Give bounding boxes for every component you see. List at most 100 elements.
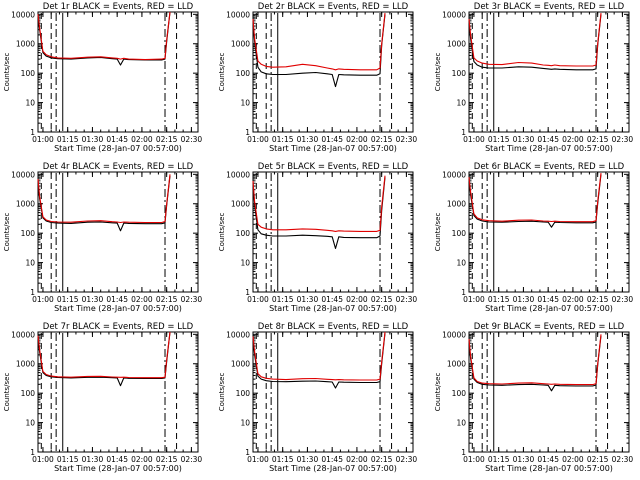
y-axis-label: Counts/sec bbox=[3, 53, 11, 92]
x-tick-label: 02:30 bbox=[612, 295, 634, 304]
plot-frame bbox=[252, 11, 414, 133]
y-axis-label: Counts/sec bbox=[3, 213, 11, 252]
x-tick-label: 02:15 bbox=[371, 135, 393, 144]
y-tick-label: 1 bbox=[30, 448, 35, 457]
y-tick-label: 10 bbox=[240, 419, 250, 428]
x-tick-label: 01:45 bbox=[106, 455, 128, 464]
x-tick-label: 01:15 bbox=[272, 295, 294, 304]
x-tick-label: 01:45 bbox=[106, 295, 128, 304]
detector-panel: Det 1r BLACK = Events, RED = LLD 1 10 100 10… bbox=[3, 2, 202, 153]
y-tick-label: 10 bbox=[240, 99, 250, 108]
x-tick-label: 01:00 bbox=[32, 135, 54, 144]
y-tick-label: 1 bbox=[461, 128, 466, 137]
x-tick-label: 01:30 bbox=[297, 135, 319, 144]
panel-title: Det 6r BLACK = Events, RED = LLD bbox=[474, 162, 625, 172]
x-tick-label: 01:00 bbox=[463, 455, 485, 464]
y-axis-label: Counts/sec bbox=[434, 213, 442, 252]
y-tick-label: 10000 bbox=[226, 10, 250, 19]
x-tick-label: 01:15 bbox=[57, 295, 79, 304]
y-tick-label: 100 bbox=[21, 69, 36, 78]
x-tick-label: 02:30 bbox=[181, 135, 203, 144]
detector-panel: Det 5r BLACK = Events, RED = LLD 1 10 100 10… bbox=[218, 162, 417, 313]
y-tick-label: 10 bbox=[456, 419, 466, 428]
y-tick-label: 10 bbox=[456, 99, 466, 108]
x-tick-label: 02:00 bbox=[346, 135, 368, 144]
detector-panel: Det 3r BLACK = Events, RED = LLD 1 10 100 10… bbox=[434, 2, 633, 153]
series-line bbox=[468, 334, 602, 386]
plot-frame bbox=[468, 331, 630, 453]
x-tick-label: 02:15 bbox=[371, 295, 393, 304]
y-axis-label: Counts/sec bbox=[218, 373, 226, 412]
y-tick-label: 1 bbox=[461, 288, 466, 297]
series-line bbox=[252, 175, 386, 232]
y-tick-label: 1 bbox=[461, 448, 466, 457]
y-tick-label: 10000 bbox=[442, 10, 466, 19]
y-tick-label: 10000 bbox=[226, 170, 250, 179]
y-tick-label: 10000 bbox=[226, 330, 250, 339]
y-axis-label: Counts/sec bbox=[3, 373, 11, 412]
detector-panel: Det 7r BLACK = Events, RED = LLD 1 10 100 10… bbox=[3, 322, 202, 473]
x-tick-label: 02:30 bbox=[612, 135, 634, 144]
series-line bbox=[468, 335, 602, 392]
x-tick-label: 02:30 bbox=[396, 135, 418, 144]
x-tick-label: 02:15 bbox=[587, 455, 609, 464]
x-tick-label: 02:15 bbox=[156, 455, 178, 464]
series-line bbox=[37, 11, 171, 61]
x-axis-label: Start Time (28-Jan-07 00:57:00) bbox=[485, 304, 613, 313]
series-line bbox=[468, 173, 602, 223]
x-tick-label: 01:00 bbox=[247, 455, 269, 464]
x-tick-label: 02:15 bbox=[371, 455, 393, 464]
y-tick-label: 1000 bbox=[447, 40, 466, 49]
x-tick-label: 02:15 bbox=[156, 135, 178, 144]
plot-frame bbox=[252, 171, 414, 293]
panel-title: Det 1r BLACK = Events, RED = LLD bbox=[43, 2, 194, 12]
y-tick-label: 1000 bbox=[231, 40, 250, 49]
series-line bbox=[468, 13, 602, 67]
x-tick-label: 01:15 bbox=[488, 295, 510, 304]
panel-title: Det 4r BLACK = Events, RED = LLD bbox=[43, 162, 194, 172]
series-line bbox=[37, 331, 171, 379]
y-tick-label: 100 bbox=[236, 69, 251, 78]
y-tick-label: 1000 bbox=[231, 360, 250, 369]
series-line bbox=[252, 333, 386, 389]
y-tick-label: 100 bbox=[236, 229, 251, 238]
series-line bbox=[37, 175, 171, 232]
x-tick-label: 02:30 bbox=[181, 295, 203, 304]
y-tick-label: 1 bbox=[245, 128, 250, 137]
series-line bbox=[252, 14, 386, 88]
x-tick-label: 01:45 bbox=[106, 135, 128, 144]
y-tick-label: 100 bbox=[452, 389, 467, 398]
y-tick-label: 1000 bbox=[231, 200, 250, 209]
x-tick-label: 01:45 bbox=[537, 135, 559, 144]
detector-panel: Det 9r BLACK = Events, RED = LLD 1 10 100 10… bbox=[434, 322, 633, 473]
plot-frame bbox=[37, 331, 199, 453]
x-tick-label: 01:00 bbox=[32, 295, 54, 304]
x-axis-label: Start Time (28-Jan-07 00:57:00) bbox=[269, 144, 397, 153]
y-tick-label: 10 bbox=[456, 259, 466, 268]
x-tick-label: 01:30 bbox=[513, 455, 535, 464]
y-tick-label: 10 bbox=[240, 259, 250, 268]
x-tick-label: 01:45 bbox=[321, 455, 343, 464]
x-tick-label: 01:15 bbox=[57, 455, 79, 464]
y-tick-label: 1 bbox=[30, 128, 35, 137]
panel-title: Det 3r BLACK = Events, RED = LLD bbox=[474, 2, 625, 12]
x-tick-label: 01:15 bbox=[57, 135, 79, 144]
x-tick-label: 01:00 bbox=[32, 455, 54, 464]
plot-frame bbox=[468, 171, 630, 293]
series-line bbox=[252, 177, 386, 250]
y-tick-label: 10000 bbox=[11, 10, 35, 19]
panel-title: Det 5r BLACK = Events, RED = LLD bbox=[258, 162, 409, 172]
x-tick-label: 01:00 bbox=[247, 295, 269, 304]
y-tick-label: 100 bbox=[21, 229, 36, 238]
panel-title: Det 7r BLACK = Events, RED = LLD bbox=[43, 322, 194, 332]
y-tick-label: 1 bbox=[30, 288, 35, 297]
y-tick-label: 10000 bbox=[11, 330, 35, 339]
x-axis-label: Start Time (28-Jan-07 00:57:00) bbox=[54, 464, 182, 473]
y-tick-label: 100 bbox=[452, 69, 467, 78]
x-tick-label: 01:15 bbox=[272, 455, 294, 464]
plot-frame bbox=[37, 11, 199, 133]
x-axis-label: Start Time (28-Jan-07 00:57:00) bbox=[269, 304, 397, 313]
x-tick-label: 01:00 bbox=[463, 135, 485, 144]
x-tick-label: 01:30 bbox=[513, 135, 535, 144]
